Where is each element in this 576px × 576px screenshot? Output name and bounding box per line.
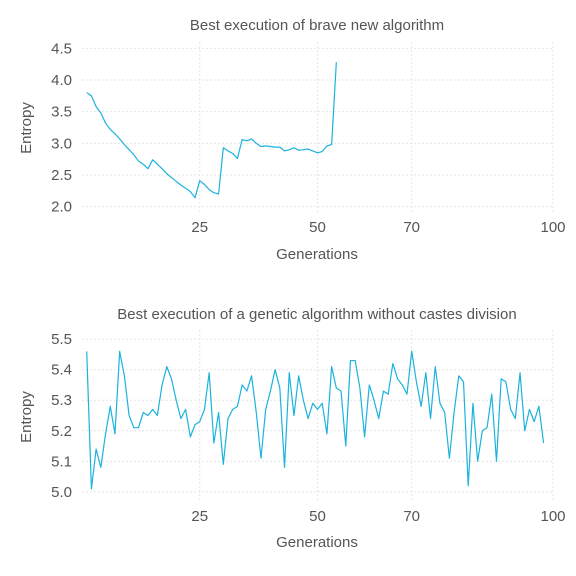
chart-top-title: Best execution of brave new algorithm xyxy=(190,17,444,34)
chart-top-series-line xyxy=(86,62,337,199)
chart-bottom-x-tick-label: 100 xyxy=(540,508,565,525)
chart-top-x-axis-label: Generations xyxy=(276,246,358,263)
chart-bottom-y-tick-label: 5.2 xyxy=(51,423,72,440)
chart-top-y-tick-label: 2.0 xyxy=(51,199,72,216)
chart-top-y-axis-label: Entropy xyxy=(18,102,35,154)
chart-top-y-tick-label: 4.5 xyxy=(51,40,72,57)
chart-bottom-x-tick-label: 50 xyxy=(309,508,326,525)
chart-top-x-ticks: 25 50 70 100 xyxy=(191,219,565,236)
chart-top-x-tick-label: 25 xyxy=(191,219,208,236)
chart-top-y-tick-label: 2.5 xyxy=(51,167,72,184)
chart-top-y-ticks: 2.0 2.5 3.0 3.5 4.0 4.5 xyxy=(51,40,72,215)
chart-bottom: Best execution of a genetic algorithm wi… xyxy=(18,306,566,551)
chart-bottom-y-tick-label: 5.5 xyxy=(51,331,72,348)
chart-bottom-grid xyxy=(82,330,554,501)
chart-bottom-y-tick-label: 5.1 xyxy=(51,453,72,470)
chart-bottom-y-tick-label: 5.4 xyxy=(51,362,72,379)
chart-top-y-tick-label: 3.0 xyxy=(51,135,72,152)
chart-top-x-tick-label: 50 xyxy=(309,219,326,236)
chart-bottom-y-axis-label: Entropy xyxy=(18,391,35,443)
chart-bottom-title: Best execution of a genetic algorithm wi… xyxy=(117,306,516,323)
chart-top-x-tick-label: 100 xyxy=(540,219,565,236)
chart-bottom-x-axis-label: Generations xyxy=(276,534,358,551)
chart-top-y-tick-label: 4.0 xyxy=(51,72,72,89)
chart-top: Best execution of brave new algorithm 2.… xyxy=(18,17,566,263)
chart-bottom-y-tick-label: 5.0 xyxy=(51,484,72,501)
chart-bottom-y-tick-label: 5.3 xyxy=(51,392,72,409)
chart-bottom-y-ticks: 5.0 5.1 5.2 5.3 5.4 5.5 xyxy=(51,331,72,501)
chart-top-grid xyxy=(82,42,554,213)
chart-top-x-tick-label: 70 xyxy=(403,219,420,236)
chart-bottom-x-ticks: 25 50 70 100 xyxy=(191,508,565,525)
chart-top-y-tick-label: 3.5 xyxy=(51,104,72,121)
chart-bottom-x-tick-label: 25 xyxy=(191,508,208,525)
chart-bottom-series-line xyxy=(86,350,545,490)
chart-bottom-x-tick-label: 70 xyxy=(403,508,420,525)
